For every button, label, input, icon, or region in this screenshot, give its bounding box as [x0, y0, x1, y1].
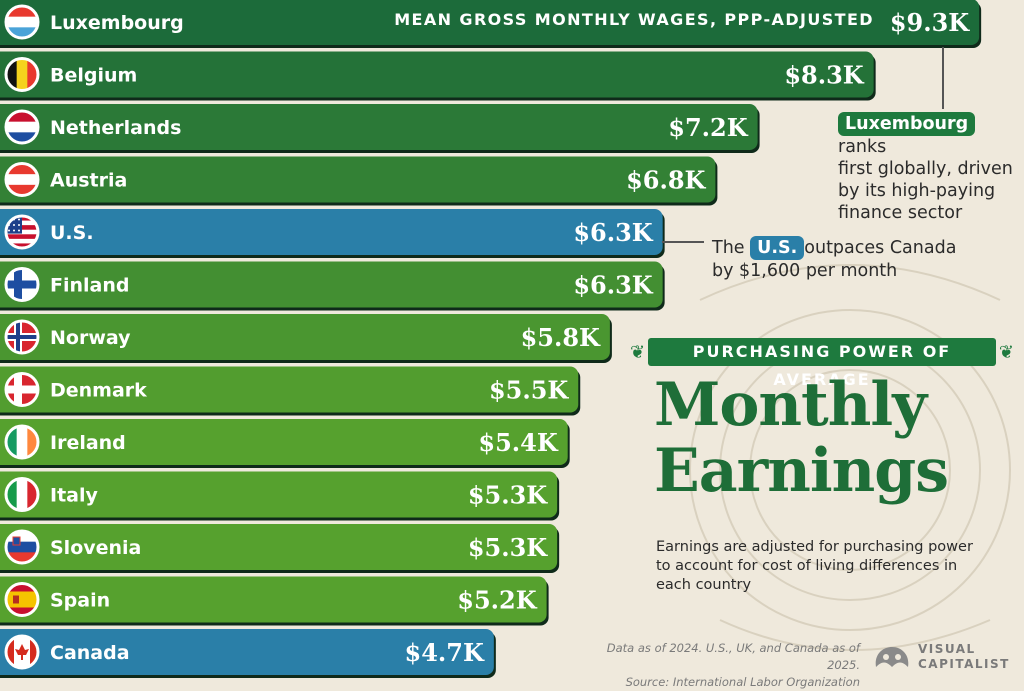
bar-value-italy: $5.3K: [468, 481, 548, 510]
bar-slovenia: [0, 524, 558, 570]
header-note: MEAN GROSS MONTHLY WAGES, PPP-ADJUSTED: [394, 10, 874, 29]
bar-value-spain: $5.2K: [457, 586, 537, 615]
lux-connector: [942, 47, 944, 109]
brand-logo: VISUAL CAPITALIST: [872, 640, 1010, 674]
bar-label-us: U.S.: [50, 222, 94, 244]
bar-row-ireland: Ireland $5.4K: [0, 419, 570, 468]
bar-row-austria: Austria $6.8K: [0, 156, 718, 206]
lux-annotation: Luxembourg ranks first globally, driven …: [838, 112, 1024, 224]
brand-line-1: VISUAL: [918, 642, 976, 656]
bar-value-austria: $6.8K: [626, 166, 706, 195]
bar-value-us: $6.3K: [573, 218, 653, 247]
lux-annotation-rest: first globally, driven by its high-payin…: [838, 159, 1013, 223]
bar-label-belgium: Belgium: [50, 65, 137, 87]
bar-ireland: [0, 419, 568, 465]
brand-line-2: CAPITALIST: [918, 657, 1010, 671]
bar-row-belgium: Belgium $8.3K: [0, 51, 876, 101]
lux-pill: Luxembourg: [838, 112, 976, 136]
bar-row-netherlands: Netherlands $7.2K: [0, 104, 760, 153]
flag-finland-icon: [4, 267, 40, 302]
source-line-1: Data as of 2024. U.S., UK, and Canada as…: [606, 641, 860, 672]
us-annotation-rest: by $1,600 per month: [712, 261, 898, 281]
bar-value-canada: $4.7K: [405, 638, 485, 667]
flag-norway-icon: [4, 319, 40, 355]
flag-canada-icon: [4, 634, 40, 670]
chart-title: Monthly Earnings: [654, 372, 1024, 504]
us-annotation: The U.S. outpaces Canada by $1,600 per mo…: [712, 236, 1002, 282]
visual-capitalist-logo-icon: [875, 647, 909, 667]
bar-value-finland: $6.3K: [573, 271, 653, 300]
bar-row-denmark: Denmark $5.5K: [0, 366, 581, 416]
bar-row-italy: Italy $5.3K: [0, 471, 560, 521]
bar-row-finland: Finland $6.3K: [0, 261, 665, 311]
us-annotation-after: outpaces Canada: [804, 238, 957, 258]
us-connector: [662, 241, 704, 243]
bar-label-slovenia: Slovenia: [50, 537, 141, 559]
brand-text: VISUAL CAPITALIST: [918, 642, 1010, 672]
flag-netherlands-icon: [4, 109, 40, 145]
bar-row-canada: Canada $4.7K: [0, 629, 496, 678]
bar-label-finland: Finland: [50, 275, 129, 297]
leaf-left-icon: ❦: [630, 342, 646, 363]
bar-value-luxembourg: $9.3K: [890, 8, 970, 37]
leaf-right-icon: ❦: [998, 342, 1014, 363]
bar-label-ireland: Ireland: [50, 432, 126, 454]
flag-luxembourg-icon: [4, 4, 40, 40]
bar-label-denmark: Denmark: [50, 380, 147, 402]
bar-row-luxembourg: Luxembourg $9.3K: [0, 0, 982, 48]
flag-us-icon: [4, 214, 40, 250]
bar-value-slovenia: $5.3K: [468, 533, 548, 562]
source-note: Data as of 2024. U.S., UK, and Canada as…: [580, 640, 860, 691]
bar-label-norway: Norway: [50, 327, 131, 349]
subtitle-ribbon: ❦ PURCHASING POWER OF AVERAGE ❦: [630, 338, 1014, 389]
flag-ireland-icon: [4, 424, 40, 460]
chart-subtitle: PURCHASING POWER OF AVERAGE: [648, 338, 996, 389]
bar-label-spain: Spain: [50, 590, 110, 612]
bar-finland: [0, 261, 663, 308]
bar-label-netherlands: Netherlands: [50, 117, 181, 139]
bar-value-denmark: $5.5K: [489, 376, 569, 405]
lux-annotation-after: ranks: [838, 137, 887, 157]
title-line-2: Earnings: [654, 436, 949, 506]
us-pill: U.S.: [750, 236, 805, 260]
bar-label-austria: Austria: [50, 170, 127, 192]
bar-label-canada: Canada: [50, 642, 130, 664]
flag-slovenia-icon: [4, 529, 40, 565]
bar-luxembourg: [0, 0, 980, 45]
us-annotation-before: The: [712, 238, 745, 258]
bar-row-norway: Norway $5.8K: [0, 314, 612, 363]
bar-row-us: U.S. $6.3K: [0, 209, 665, 258]
bar-value-belgium: $8.3K: [784, 61, 864, 90]
bar-italy: [0, 471, 558, 518]
chart-description: Earnings are adjusted for purchasing pow…: [656, 539, 973, 593]
flag-belgium-icon: [4, 57, 40, 92]
bar-canada: [0, 629, 494, 675]
bar-austria: [0, 156, 716, 203]
bar-value-ireland: $5.4K: [478, 428, 558, 457]
bar-denmark: [0, 366, 579, 413]
flag-spain-icon: [4, 582, 40, 617]
flag-denmark-icon: [4, 372, 40, 407]
bar-label-italy: Italy: [50, 485, 98, 507]
bar-spain: [0, 576, 547, 623]
flag-italy-icon: [4, 477, 40, 512]
bar-belgium: [0, 51, 874, 98]
bar-value-netherlands: $7.2K: [668, 113, 748, 142]
bar-us: [0, 209, 663, 255]
bar-row-slovenia: Slovenia $5.3K: [0, 524, 560, 573]
bar-netherlands: [0, 104, 758, 150]
bar-value-norway: $5.8K: [521, 323, 601, 352]
flag-austria-icon: [4, 162, 40, 197]
bar-label-luxembourg: Luxembourg: [50, 12, 184, 34]
bar-norway: [0, 314, 610, 360]
bar-row-spain: Spain $5.2K: [0, 576, 549, 626]
title-line-1: Monthly: [654, 370, 927, 440]
